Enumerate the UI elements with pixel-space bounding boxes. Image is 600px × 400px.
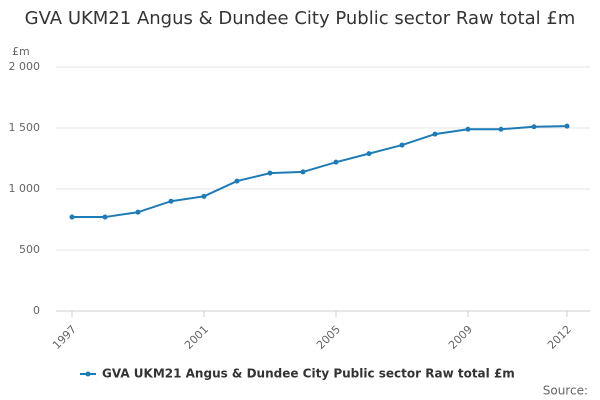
- point: [267, 170, 273, 176]
- chart-title: GVA UKM21 Angus & Dundee City Public sec…: [24, 8, 576, 29]
- point: [432, 131, 438, 137]
- point: [168, 198, 174, 204]
- y-tick-label: 2 000: [9, 60, 41, 73]
- point: [69, 214, 75, 220]
- legend-label: GVA UKM21 Angus & Dundee City Public sec…: [102, 367, 515, 381]
- y-tick-label: 1 000: [9, 182, 41, 195]
- point: [234, 178, 240, 184]
- x-tick-label: 2005: [314, 323, 343, 352]
- line: [72, 125, 568, 219]
- x-tick-label: 1997: [50, 323, 79, 352]
- point: [465, 126, 471, 132]
- point: [333, 159, 339, 165]
- x-tick-label: 2001: [182, 323, 211, 352]
- y-tick-label: 0: [33, 304, 40, 317]
- point: [564, 123, 570, 129]
- point: [300, 169, 306, 175]
- point: [531, 124, 537, 130]
- point: [201, 193, 207, 199]
- source: Source:: [543, 384, 588, 398]
- x-tick-label: 2009: [446, 323, 475, 352]
- point: [399, 142, 405, 148]
- y-tick-label: 1 500: [9, 121, 41, 134]
- point: [102, 214, 108, 220]
- x-tick-label: 2012: [545, 323, 574, 352]
- y-unit: £m: [12, 45, 30, 58]
- point: [135, 209, 141, 215]
- point: [366, 151, 372, 157]
- point: [498, 126, 504, 132]
- legend-marker: [85, 371, 91, 377]
- y-tick-label: 500: [19, 243, 40, 256]
